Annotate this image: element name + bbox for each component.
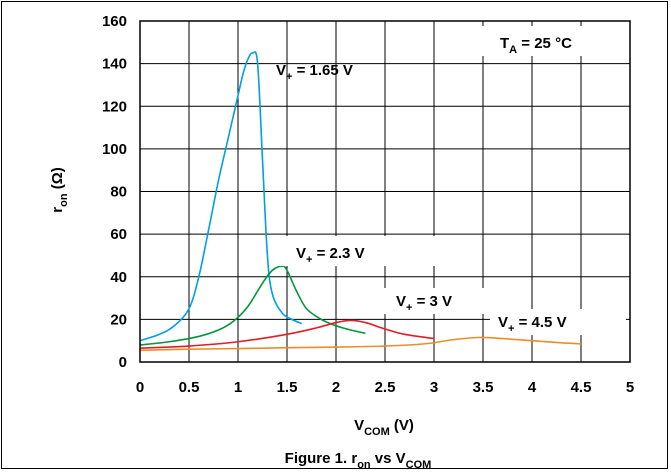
x-tick-label: 0.5 [179,379,200,396]
x-tick-label: 2.5 [375,379,396,396]
temperature-note: TA = 25 °C [500,35,572,56]
x-tick-label: 1.5 [277,379,298,396]
y-tick-label: 160 [102,13,127,30]
series-label-2: V+ = 2.3 V [296,245,365,266]
temperature-note-bg [480,26,626,56]
x-tick-label: 2 [332,379,340,396]
series-line-2 [139,265,366,346]
x-tick-label: 5 [626,379,634,396]
y-tick-label: 60 [110,226,127,243]
y-tick-label: 120 [102,98,127,115]
x-axis-title: VCOM (V) [354,417,414,438]
series-label-4-bg [490,309,626,335]
series-label-3: V+ = 3 V [396,293,452,314]
x-tick-label: 3.5 [473,379,494,396]
y-tick-label: 80 [110,184,127,201]
series-line-3 [139,319,435,349]
y-axis-title: ron (Ω) [49,167,70,212]
series-label-1: V+ = 1.65 V [276,62,353,83]
figure-caption: Figure 1. ron vs VCOM [285,450,432,471]
plot-area-border [139,20,631,363]
series-line-4 [139,336,582,352]
y-tick-label: 140 [102,56,127,73]
series-line-1 [139,51,303,342]
x-tick-label: 1 [234,379,242,396]
y-tick-labels: 0 20 40 60 80 100 120 140 160 [102,13,127,371]
series-label-3-bg [375,288,495,314]
x-tick-label: 3 [430,379,438,396]
series-lines [139,51,582,352]
y-tick-label: 40 [110,269,127,286]
series-label-2-bg [272,236,440,266]
series-label-4: V+ = 4.5 V [498,314,567,335]
y-tick-label: 20 [110,311,127,328]
x-tick-label: 4.5 [571,379,592,396]
x-tick-label: 0 [136,379,144,396]
x-tick-label: 4 [528,379,537,396]
x-tick-labels: 0 0.5 1 1.5 2 2.5 3 3.5 4 4.5 5 [136,379,634,396]
y-tick-label: 0 [119,354,127,371]
y-tick-label: 100 [102,141,127,158]
